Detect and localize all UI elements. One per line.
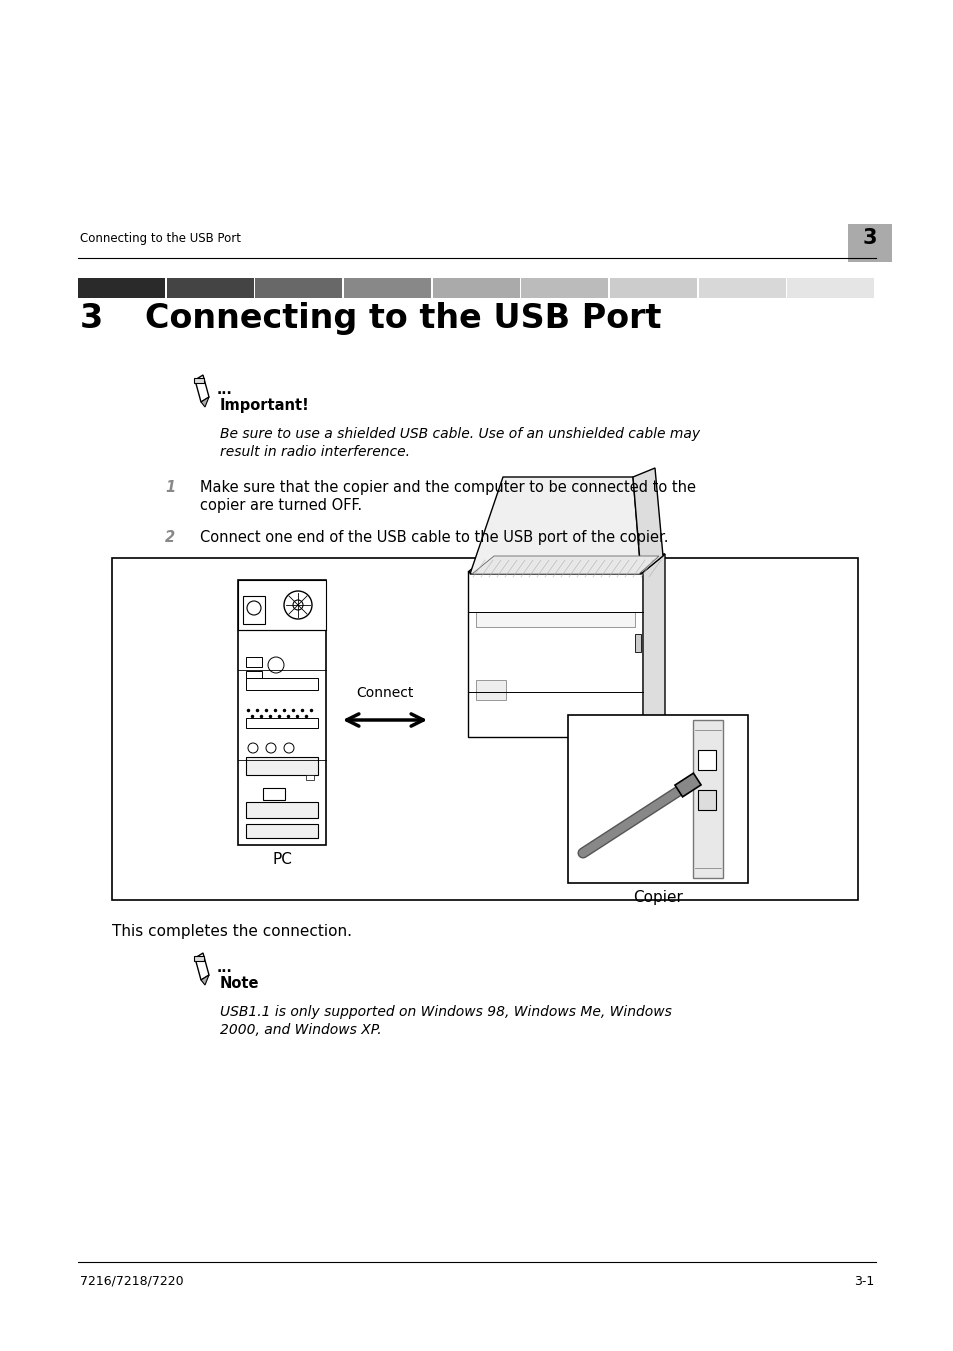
Text: Be sure to use a shielded USB cable. Use of an unshielded cable may: Be sure to use a shielded USB cable. Use… bbox=[220, 427, 700, 440]
Bar bbox=[692, 720, 722, 878]
Text: Connecting to the USB Port: Connecting to the USB Port bbox=[145, 303, 660, 335]
Text: Connecting to the USB Port: Connecting to the USB Port bbox=[80, 232, 241, 245]
Bar bbox=[112, 558, 857, 900]
Bar bbox=[520, 278, 608, 299]
Text: USB1.1 is only supported on Windows 98, Windows Me, Windows: USB1.1 is only supported on Windows 98, … bbox=[220, 1005, 671, 1019]
Bar bbox=[476, 680, 505, 700]
Text: Make sure that the copier and the computer to be connected to the: Make sure that the copier and the comput… bbox=[200, 480, 696, 494]
Polygon shape bbox=[633, 467, 662, 574]
Text: 3: 3 bbox=[862, 228, 877, 249]
Bar bbox=[246, 802, 317, 817]
Circle shape bbox=[247, 601, 261, 615]
Bar bbox=[237, 580, 326, 844]
Bar bbox=[246, 657, 262, 667]
Bar bbox=[237, 580, 326, 630]
Text: 3-1: 3-1 bbox=[853, 1275, 873, 1288]
Text: 7216/7218/7220: 7216/7218/7220 bbox=[80, 1275, 183, 1288]
Text: This completes the connection.: This completes the connection. bbox=[112, 924, 352, 939]
Bar bbox=[193, 957, 204, 961]
Bar bbox=[698, 278, 785, 299]
Text: Important!: Important! bbox=[220, 399, 310, 413]
Bar bbox=[468, 571, 642, 738]
Bar bbox=[78, 278, 165, 299]
Bar bbox=[698, 790, 716, 811]
Polygon shape bbox=[194, 376, 209, 403]
Bar bbox=[243, 596, 265, 624]
Polygon shape bbox=[468, 554, 664, 571]
Polygon shape bbox=[201, 397, 209, 407]
Bar bbox=[246, 678, 317, 690]
Text: ...: ... bbox=[216, 961, 233, 975]
Bar bbox=[306, 775, 314, 780]
Bar bbox=[786, 278, 874, 299]
Circle shape bbox=[284, 743, 294, 753]
Text: 2: 2 bbox=[165, 530, 175, 544]
Bar bbox=[246, 671, 262, 681]
Polygon shape bbox=[642, 554, 664, 738]
Polygon shape bbox=[675, 773, 700, 797]
Bar bbox=[698, 750, 716, 770]
Bar bbox=[567, 715, 747, 884]
Text: Note: Note bbox=[220, 975, 259, 992]
Bar bbox=[193, 378, 204, 382]
Text: result in radio interference.: result in radio interference. bbox=[220, 444, 410, 459]
Bar bbox=[609, 278, 697, 299]
Circle shape bbox=[268, 657, 284, 673]
Bar bbox=[167, 278, 253, 299]
Text: ...: ... bbox=[216, 382, 233, 397]
Text: copier are turned OFF.: copier are turned OFF. bbox=[200, 499, 362, 513]
Circle shape bbox=[266, 743, 275, 753]
Text: Connect one end of the USB cable to the USB port of the copier.: Connect one end of the USB cable to the … bbox=[200, 530, 668, 544]
Bar bbox=[255, 278, 342, 299]
Text: 2000, and Windows XP.: 2000, and Windows XP. bbox=[220, 1023, 381, 1038]
Text: PC: PC bbox=[272, 852, 292, 867]
Polygon shape bbox=[194, 952, 209, 979]
Bar bbox=[847, 224, 891, 262]
Text: Copier: Copier bbox=[633, 890, 682, 905]
Circle shape bbox=[293, 600, 303, 611]
Text: Connect: Connect bbox=[355, 686, 414, 700]
Bar bbox=[246, 824, 317, 838]
Bar bbox=[433, 278, 519, 299]
Bar bbox=[476, 612, 635, 627]
Circle shape bbox=[248, 743, 257, 753]
Bar bbox=[263, 788, 285, 800]
Polygon shape bbox=[201, 975, 209, 985]
Bar bbox=[344, 278, 431, 299]
Polygon shape bbox=[472, 557, 659, 574]
Bar bbox=[246, 717, 317, 728]
Bar bbox=[635, 634, 640, 653]
Text: 1: 1 bbox=[165, 480, 175, 494]
Text: 3: 3 bbox=[80, 303, 103, 335]
Bar bbox=[246, 757, 317, 775]
Circle shape bbox=[284, 590, 312, 619]
Polygon shape bbox=[470, 477, 640, 574]
